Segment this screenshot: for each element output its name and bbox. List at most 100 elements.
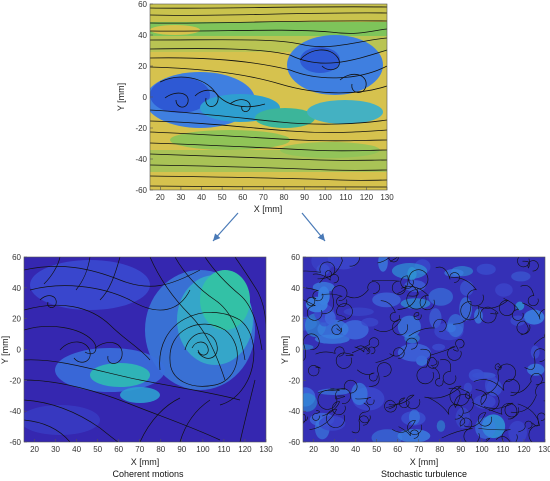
turbulence-patch — [460, 280, 474, 296]
stochastic-x-tick-label: 110 — [497, 445, 510, 454]
coherent-y-tick-label: -20 — [9, 376, 21, 385]
stochastic-x-tick-label: 60 — [393, 445, 402, 454]
turbulence-streamline — [315, 346, 345, 357]
turbulence-streamline — [435, 266, 460, 283]
turbulence-streamline — [503, 298, 524, 321]
coherent-x-tick-label: 70 — [135, 445, 144, 454]
turbulence-streamline — [392, 420, 422, 435]
turbulence-streamline — [471, 402, 518, 420]
coherent-panel: 20 30 40 50 60 70 80 90 100 110 120 130 -60 -40 -20 0 2… — [0, 253, 273, 479]
turbulence-streamline — [453, 301, 480, 325]
turbulence-streamline — [351, 415, 369, 434]
top-field — [150, 4, 387, 190]
turbulence-streamline — [368, 362, 392, 387]
turbulence-patch — [511, 271, 531, 282]
stochastic-x-tick-label: 20 — [309, 445, 318, 454]
turbulence-streamline — [303, 287, 324, 302]
stochastic-y-tick-label: -40 — [288, 407, 300, 416]
turbulence-streamline — [356, 369, 378, 382]
turbulence-streamline — [427, 357, 439, 369]
turbulence-patch — [372, 292, 401, 308]
turbulence-streamline — [432, 366, 444, 387]
stochastic-x-tick-label: 50 — [372, 445, 381, 454]
top-x-tick-label: 130 — [380, 193, 394, 202]
stochastic-y-tick-label: 40 — [291, 284, 300, 293]
stochastic-x-tick-label: 100 — [475, 445, 489, 454]
turbulence-patch — [317, 388, 350, 396]
turbulence-streamline — [517, 403, 545, 442]
coherent-x-tick-label: 100 — [196, 445, 210, 454]
turbulence-patch — [524, 309, 545, 325]
coherent-x-tick-label: 60 — [114, 445, 123, 454]
turbulence-streamline — [389, 337, 418, 357]
top-x-tick-label: 40 — [197, 193, 206, 202]
top-x-tick-label: 70 — [259, 193, 268, 202]
coherent-x-tick-label: 120 — [238, 445, 252, 454]
turbulence-streamline — [321, 293, 348, 307]
turbulence-patch — [432, 343, 446, 351]
turbulence-streamline — [317, 387, 340, 410]
coherent-y-tick-label: -60 — [9, 438, 21, 447]
stochastic-caption: Stochastic turbulence — [381, 469, 467, 479]
turbulence-streamline — [308, 365, 321, 377]
turbulence-patch — [378, 257, 388, 272]
turbulence-streamline — [416, 348, 434, 385]
top-x-tick-label: 120 — [360, 193, 374, 202]
turbulence-patch — [303, 344, 314, 351]
stochastic-x-tick-label: 130 — [538, 445, 550, 454]
turbulence-streamline — [483, 402, 520, 418]
turbulence-patch — [530, 345, 540, 359]
coherent-caption: Coherent motions — [112, 469, 184, 479]
turbulence-streamline — [359, 402, 371, 424]
top-x-ticks: 20 30 40 50 60 70 80 90 100 110 120 130 — [156, 187, 394, 202]
top-y-tick-label: -40 — [135, 155, 147, 164]
coherent-y-tick-label: -40 — [9, 407, 21, 416]
turbulence-streamline — [413, 312, 422, 321]
turbulence-patch — [351, 382, 368, 406]
turbulence-patch — [447, 314, 464, 338]
turbulence-streamline — [385, 397, 410, 409]
turbulence-streamline — [388, 394, 421, 409]
turbulence-streamline — [441, 428, 480, 442]
top-x-tick-label: 50 — [218, 193, 227, 202]
turbulence-streamline — [494, 363, 502, 371]
turbulence-streamline — [450, 276, 484, 307]
turbulence-streamline — [355, 345, 376, 355]
top-x-tick-label: 110 — [339, 193, 352, 202]
coherent-streamlines — [24, 257, 266, 442]
coherent-y-ticks: -60 -40 -20 0 20 40 60 — [9, 253, 27, 447]
stochastic-x-tick-label: 120 — [517, 445, 531, 454]
turbulence-streamline — [440, 359, 457, 385]
coherent-x-tick-label: 110 — [218, 445, 231, 454]
turbulence-streamline — [354, 346, 371, 355]
turbulence-patch — [527, 363, 545, 376]
top-x-tick-label: 20 — [156, 193, 165, 202]
turbulence-streamline — [355, 397, 375, 406]
turbulence-patch — [341, 320, 369, 340]
turbulence-streamline — [457, 387, 472, 399]
top-y-tick-label: 0 — [143, 93, 148, 102]
coherent-x-tick-label: 30 — [51, 445, 60, 454]
turbulence-streamline — [510, 373, 543, 394]
stochastic-field — [303, 257, 545, 442]
turbulence-patch — [397, 343, 431, 362]
turbulence-streamline — [371, 279, 406, 295]
turbulence-streamline — [303, 299, 323, 321]
turbulence-patch — [361, 317, 379, 327]
stochastic-x-axis-label: X [mm] — [410, 457, 439, 467]
turbulence-streamline — [473, 378, 520, 396]
turbulence-streamline — [335, 352, 354, 369]
coherent-x-tick-label: 90 — [177, 445, 186, 454]
stochastic-y-axis-label: Y [mm] — [280, 336, 290, 364]
turbulence-streamline — [475, 389, 500, 411]
stochastic-panel: 20 30 40 50 60 70 80 90 100 110 120 130 -60 -40 -20 0 2… — [280, 245, 550, 479]
turbulence-streamline — [448, 387, 474, 414]
arrow-to-stochastic — [301, 212, 326, 242]
top-y-ticks: -60 -40 -20 0 20 40 60 — [135, 0, 153, 195]
turbulence-patch — [508, 420, 527, 442]
turbulence-streamline — [533, 333, 545, 345]
turbulence-streamline — [530, 245, 550, 257]
turbulence-patch — [305, 296, 328, 313]
stochastic-x-tick-label: 30 — [330, 445, 339, 454]
turbulence-patch — [316, 263, 330, 276]
